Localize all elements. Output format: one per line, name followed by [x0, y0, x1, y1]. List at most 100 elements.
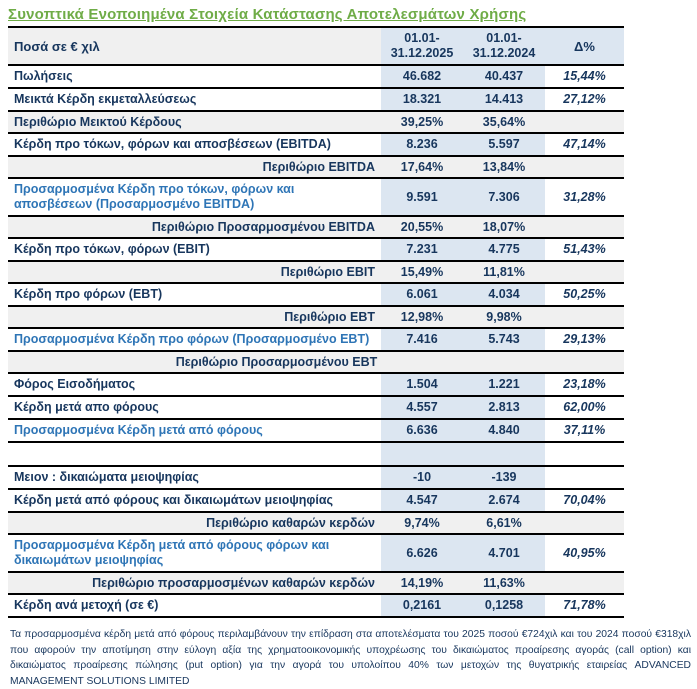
row-value-2024: 11,81%: [463, 261, 545, 284]
row-value-2024: 18,07%: [463, 216, 545, 239]
table-row: Κέρδη μετά από φόρους και δικαιωμάτων με…: [8, 489, 624, 513]
row-value-2024: 11,63%: [463, 572, 545, 595]
row-label: Προσαρμοσμένα Κέρδη μετά από φόρους: [8, 419, 381, 443]
row-label: Μεικτά Κέρδη εκμεταλλεύσεως: [8, 88, 381, 112]
row-value-2025: 6.061: [381, 283, 463, 307]
row-value-2025: 14,19%: [381, 572, 463, 595]
row-value-2024: 5.743: [463, 328, 545, 352]
income-statement-table: Ποσά σε € χιλ 01.01- 31.12.2025 01.01- 3…: [8, 26, 624, 618]
row-delta: [545, 351, 624, 374]
table-row: Περιθώριο προσαρμοσμένων καθαρών κερδών 1…: [8, 572, 624, 595]
page-title: Συνοπτικά Ενοποιημένα Στοιχεία Κατάσταση…: [8, 6, 527, 23]
row-value-2025: 8.236: [381, 133, 463, 157]
row-delta: 31,28%: [545, 178, 624, 217]
table-row: Περιθώριο Προσαρμοσμένου EBT: [8, 351, 624, 374]
row-delta: 27,12%: [545, 88, 624, 112]
row-label: Περιθώριο προσαρμοσμένων καθαρών κερδών: [8, 572, 381, 595]
row-value-2024: 4.701: [463, 534, 545, 573]
row-value-2025: 9.591: [381, 178, 463, 217]
row-label: Κέρδη προ φόρων (EBT): [8, 283, 381, 307]
table-row: Περιθώριο Μεικτού Κέρδους 39,25% 35,64%: [8, 111, 624, 134]
row-label: [8, 442, 381, 467]
row-delta: 37,11%: [545, 419, 624, 443]
row-value-2024: 14.413: [463, 88, 545, 112]
period-2025-line2: 31.12.2025: [390, 46, 454, 60]
row-delta: [545, 512, 624, 535]
row-label: Περιθώριο EBIT: [8, 261, 381, 284]
table-row: Προσαρμοσμένα Κέρδη προ φόρων (Προσαρμοσ…: [8, 328, 624, 352]
row-value-2025: 1.504: [381, 373, 463, 397]
row-label: Περιθώριο EBITDA: [8, 156, 381, 179]
period-2024-line1: 01.01-: [486, 31, 522, 45]
column-header-period-2025: 01.01- 31.12.2025: [381, 27, 463, 66]
row-label: Κέρδη προ τόκων, φόρων (EBIT): [8, 238, 381, 262]
row-label: Κέρδη μετά από φόρους και δικαιωμάτων με…: [8, 489, 381, 513]
column-header-delta: Δ%: [545, 27, 624, 66]
table-row: Περιθώριο καθαρών κερδών 9,74% 6,61%: [8, 512, 624, 535]
row-value-2025: 17,64%: [381, 156, 463, 179]
row-value-2025: 12,98%: [381, 306, 463, 329]
row-value-2024: 2.813: [463, 396, 545, 420]
column-header-amounts: Ποσά σε € χιλ: [8, 27, 381, 66]
table-row: Κέρδη μετά απο φόρους 4.557 2.813 62,00%: [8, 396, 624, 420]
row-delta: 51,43%: [545, 238, 624, 262]
row-value-2025: -10: [381, 466, 463, 490]
table-row: Κέρδη ανά μετοχή (σε €) 0,2161 0,1258 71,78…: [8, 594, 624, 618]
row-delta: [545, 261, 624, 284]
table-row: Περιθώριο EBIT 15,49% 11,81%: [8, 261, 624, 284]
table-row: Πωλήσεις 46.682 40.437 15,44%: [8, 65, 624, 89]
row-value-2024: 4.034: [463, 283, 545, 307]
row-value-2024: 4.775: [463, 238, 545, 262]
table-row: Φόρος Εισοδήματος 1.504 1.221 23,18%: [8, 373, 624, 397]
period-2025-line1: 01.01-: [404, 31, 440, 45]
row-delta: 50,25%: [545, 283, 624, 307]
table-row: Περιθώριο Προσαρμοσμένου EBITDA 20,55% 18,…: [8, 216, 624, 239]
table-row: Προσαρμοσμένα Κέρδη μετά από φόρους φόρω…: [8, 534, 624, 573]
row-delta: [545, 216, 624, 239]
table-row: Κέρδη προ τόκων, φόρων και αποσβέσεων (E…: [8, 133, 624, 157]
row-label: Κέρδη ανά μετοχή (σε €): [8, 594, 381, 618]
row-label: Προσαρμοσμένα Κέρδη μετά από φόρους φόρω…: [8, 534, 381, 573]
row-value-2024: 35,64%: [463, 111, 545, 134]
row-delta: [545, 572, 624, 595]
row-value-2025: 7.416: [381, 328, 463, 352]
row-label: Μειον : δικαιώματα μειοψηφίας: [8, 466, 381, 490]
row-value-2025: [381, 442, 463, 467]
row-value-2024: -139: [463, 466, 545, 490]
row-value-2025: 4.557: [381, 396, 463, 420]
table-row: Περιθώριο EBT 12,98% 9,98%: [8, 306, 624, 329]
row-value-2024: 0,1258: [463, 594, 545, 618]
row-label: Περιθώριο EBT: [8, 306, 381, 329]
row-value-2024: 1.221: [463, 373, 545, 397]
row-delta: 62,00%: [545, 396, 624, 420]
table-row: Μειον : δικαιώματα μειοψηφίας -10 -139: [8, 466, 624, 490]
table-row: [8, 442, 624, 467]
row-value-2025: 20,55%: [381, 216, 463, 239]
table-row: Προσαρμοσμένα Κέρδη μετά από φόρους 6.636…: [8, 419, 624, 443]
row-label: Περιθώριο Προσαρμοσμένου EBITDA: [8, 216, 381, 239]
row-value-2024: [463, 442, 545, 467]
row-value-2024: 2.674: [463, 489, 545, 513]
table-row: Κέρδη προ τόκων, φόρων (EBIT) 7.231 4.775 5…: [8, 238, 624, 262]
row-delta: [545, 442, 624, 467]
row-value-2025: 0,2161: [381, 594, 463, 618]
row-label: Περιθώριο Μεικτού Κέρδους: [8, 111, 381, 134]
row-delta: [545, 466, 624, 490]
footnote-text: Τα προσαρμοσμένα κέρδη μετά από φόρους π…: [10, 629, 691, 687]
row-value-2024: 5.597: [463, 133, 545, 157]
row-label: Κέρδη μετά απο φόρους: [8, 396, 381, 420]
table-body: Πωλήσεις 46.682 40.437 15,44% Μεικτά Κέρδη ε…: [8, 65, 624, 618]
row-value-2024: 6,61%: [463, 512, 545, 535]
row-delta: 71,78%: [545, 594, 624, 618]
row-delta: 15,44%: [545, 65, 624, 89]
table-row: Κέρδη προ φόρων (EBT) 6.061 4.034 50,25%: [8, 283, 624, 307]
row-label: Φόρος Εισοδήματος: [8, 373, 381, 397]
table-row: Προσαρμοσμένα Κέρδη προ τόκων, φόρων και…: [8, 178, 624, 217]
header-row: Ποσά σε € χιλ 01.01- 31.12.2025 01.01- 3…: [8, 27, 624, 66]
row-value-2024: 13,84%: [463, 156, 545, 179]
row-delta: [545, 156, 624, 179]
row-value-2025: 39,25%: [381, 111, 463, 134]
row-delta: 23,18%: [545, 373, 624, 397]
row-value-2025: 6.636: [381, 419, 463, 443]
